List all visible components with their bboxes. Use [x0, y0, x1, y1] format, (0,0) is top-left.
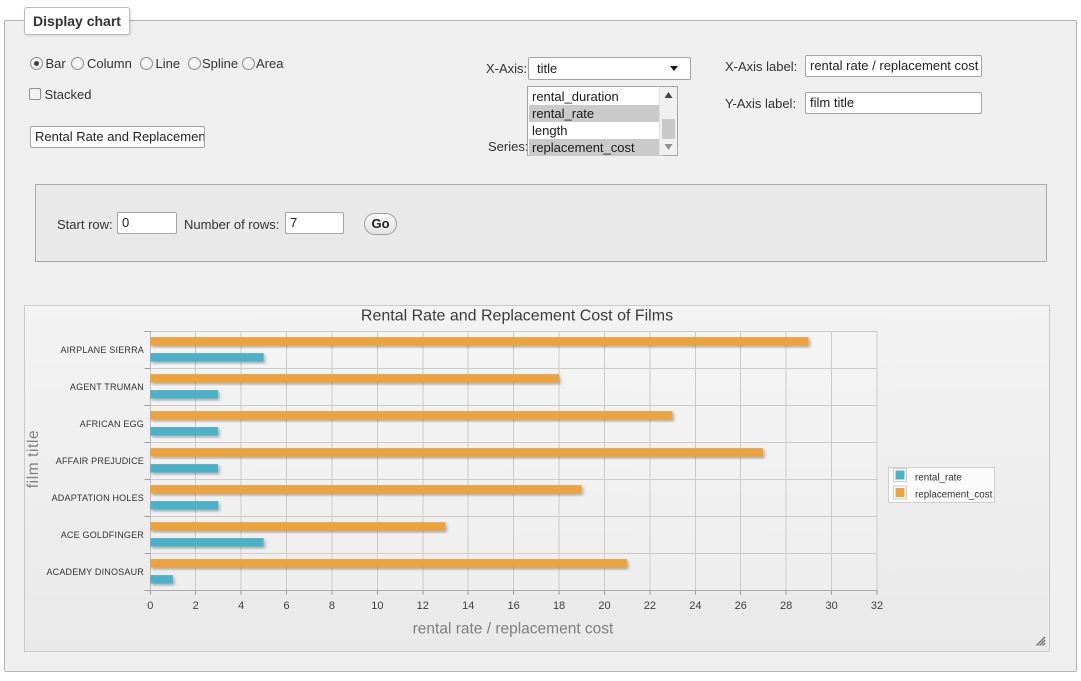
svg-text:18: 18 [553, 600, 565, 612]
svg-text:ACE GOLDFINGER: ACE GOLDFINGER [61, 530, 145, 540]
svg-text:2: 2 [193, 600, 199, 612]
svg-text:16: 16 [508, 600, 520, 612]
svg-text:ADAPTATION HOLES: ADAPTATION HOLES [52, 493, 144, 503]
svg-text:10: 10 [371, 600, 383, 612]
svg-text:24: 24 [689, 600, 701, 612]
svg-text:12: 12 [417, 600, 429, 612]
svg-text:0: 0 [147, 600, 153, 612]
svg-text:30: 30 [825, 600, 837, 612]
svg-text:6: 6 [283, 600, 289, 612]
svg-text:8: 8 [329, 600, 335, 612]
svg-text:replacement_cost: replacement_cost [915, 490, 993, 501]
svg-text:rental_rate: rental_rate [915, 473, 962, 484]
svg-text:Rental Rate and Replacement Co: Rental Rate and Replacement Cost of Film… [361, 308, 673, 325]
svg-text:AGENT TRUMAN: AGENT TRUMAN [70, 382, 144, 392]
svg-text:AFFAIR PREJUDICE: AFFAIR PREJUDICE [56, 456, 144, 466]
svg-text:AFRICAN EGG: AFRICAN EGG [80, 419, 144, 429]
svg-text:film title: film title [25, 430, 42, 489]
svg-text:26: 26 [735, 600, 747, 612]
svg-text:rental rate / replacement cost: rental rate / replacement cost [413, 621, 614, 638]
svg-text:AIRPLANE SIERRA: AIRPLANE SIERRA [60, 345, 144, 355]
svg-text:14: 14 [462, 600, 474, 612]
svg-text:28: 28 [780, 600, 792, 612]
svg-text:22: 22 [644, 600, 656, 612]
svg-text:20: 20 [598, 600, 610, 612]
svg-text:4: 4 [238, 600, 244, 612]
svg-text:32: 32 [871, 600, 883, 612]
svg-text:ACADEMY DINOSAUR: ACADEMY DINOSAUR [46, 567, 144, 577]
